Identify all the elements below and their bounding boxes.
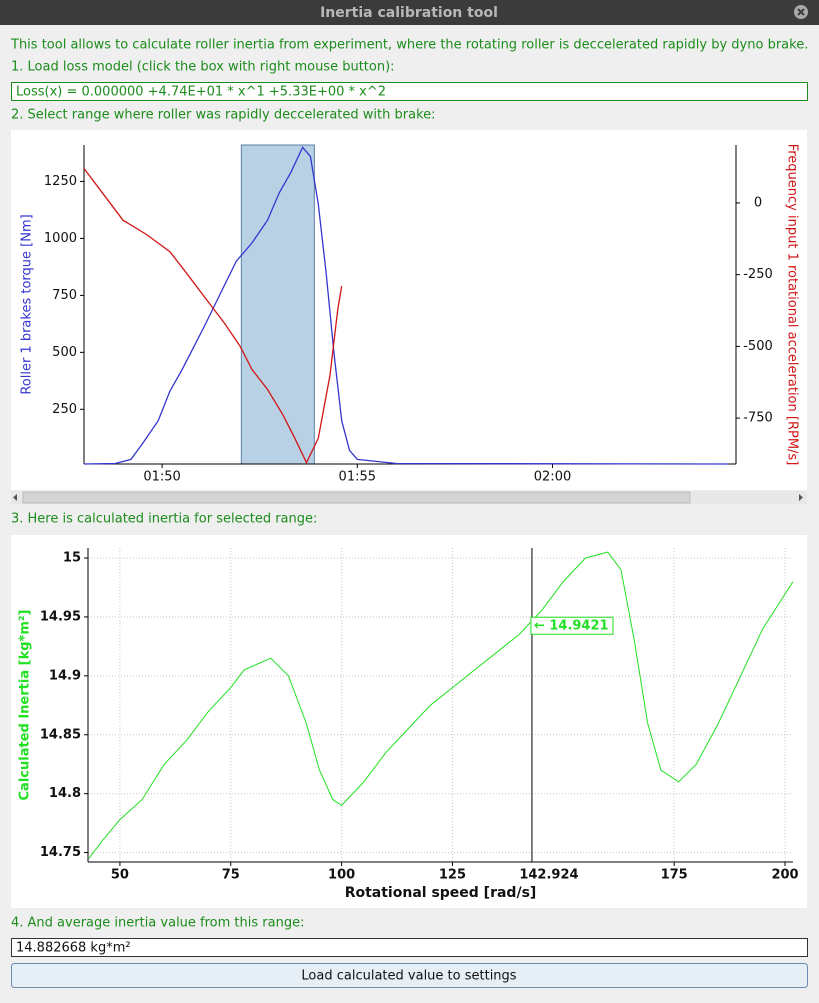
y-tick-label: 1250 — [44, 174, 77, 189]
line-series — [83, 146, 729, 465]
y2-axis-title: Frequency input 1 rotational acceleratio… — [785, 144, 800, 466]
selection-range — [240, 144, 315, 465]
y-tick-label: 500 — [52, 345, 77, 360]
step-label: 3. Here is calculated inertia for select… — [11, 512, 317, 527]
window-title: Inertia calibration tool — [320, 5, 498, 21]
x-tick-label: 125 — [439, 868, 466, 883]
loss-model-box[interactable] — [11, 82, 808, 101]
loss-model: Loss(x) = 0.000000 +4.74E+01 * x^1 +5.33… — [16, 85, 386, 100]
line-series — [88, 551, 794, 859]
step-label: 2. Select range where roller was rapidly… — [11, 108, 436, 123]
y-tick-label: 1000 — [44, 231, 77, 246]
x-tick-label: 02:00 — [534, 470, 571, 485]
y2-tick-label: 0 — [754, 195, 762, 210]
x-tick-label: 100 — [328, 868, 355, 883]
x-tick-label: 175 — [661, 868, 688, 883]
line-series — [83, 168, 343, 465]
title-bar — [0, 0, 819, 25]
inertia-chart-panel — [11, 535, 807, 908]
step-label: 1. Load loss model (click the box with r… — [11, 60, 395, 75]
y2-tick-label: -750 — [743, 411, 773, 426]
load-button[interactable] — [11, 963, 808, 988]
y-tick-label: 14.95 — [40, 609, 81, 624]
average-box — [11, 938, 808, 957]
average-value: 14.882668 kg*m² — [16, 941, 131, 956]
y2-tick-label: -500 — [743, 339, 773, 354]
cursor-x-label: 142.924 — [519, 868, 578, 883]
cursor-value-label: ← 14.9421 — [534, 619, 609, 634]
y-tick-label: 14.8 — [49, 786, 81, 801]
y-axis-title: Roller 1 brakes torque [Nm] — [20, 214, 35, 394]
step-label: 4. And average inertia value from this r… — [11, 916, 304, 931]
y-tick-label: 14.75 — [40, 845, 81, 860]
y-tick-label: 14.85 — [40, 727, 81, 742]
x-tick-label: 200 — [771, 868, 798, 883]
x-axis-title: Rotational speed [rad/s] — [345, 885, 537, 901]
y-axis-title: Calculated Inertia [kg*m²] — [18, 610, 33, 801]
x-tick-label: 50 — [111, 868, 129, 883]
cursor-value-box — [530, 616, 614, 635]
y-tick-label: 14.9 — [49, 668, 81, 683]
x-tick-label: 01:50 — [143, 470, 180, 485]
y-tick-label: 250 — [52, 402, 77, 417]
close-icon — [797, 8, 805, 16]
range-chart-panel[interactable] — [11, 130, 807, 490]
x-tick-label: 75 — [222, 868, 240, 883]
y2-tick-label: -250 — [743, 267, 773, 282]
x-tick-label: 01:55 — [339, 470, 376, 485]
y-tick-label: 15 — [63, 551, 81, 566]
intro-text: This tool allows to calculate roller ine… — [10, 38, 808, 53]
cursor-label-bg — [513, 867, 584, 883]
scrollbar-thumb[interactable] — [22, 491, 691, 504]
y-tick-label: 750 — [52, 288, 77, 303]
load-button-label: Load calculated value to settings — [301, 969, 516, 984]
